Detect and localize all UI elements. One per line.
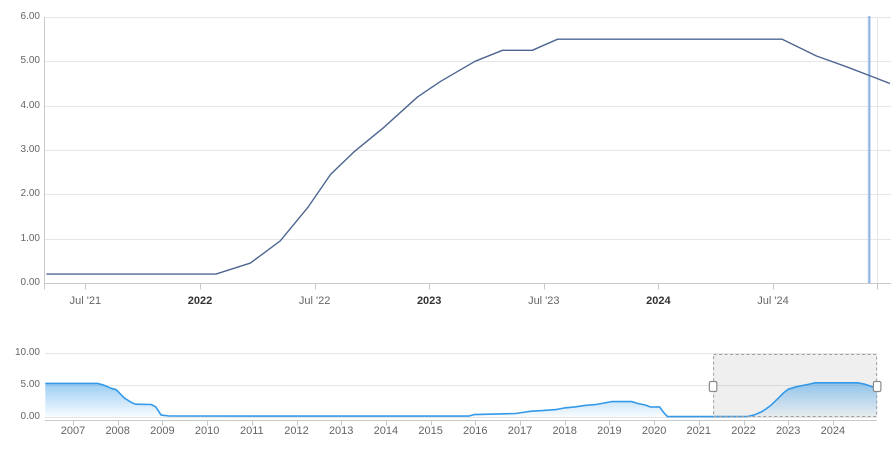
nav-area-line (45, 381, 878, 418)
navigator-handle-left[interactable] (708, 380, 718, 393)
rate-line (46, 38, 891, 275)
navigator-handle-right[interactable] (872, 380, 882, 393)
main-plot-area[interactable] (45, 17, 891, 283)
nav-area-fill (45, 382, 878, 417)
navigator-track[interactable] (45, 353, 877, 417)
